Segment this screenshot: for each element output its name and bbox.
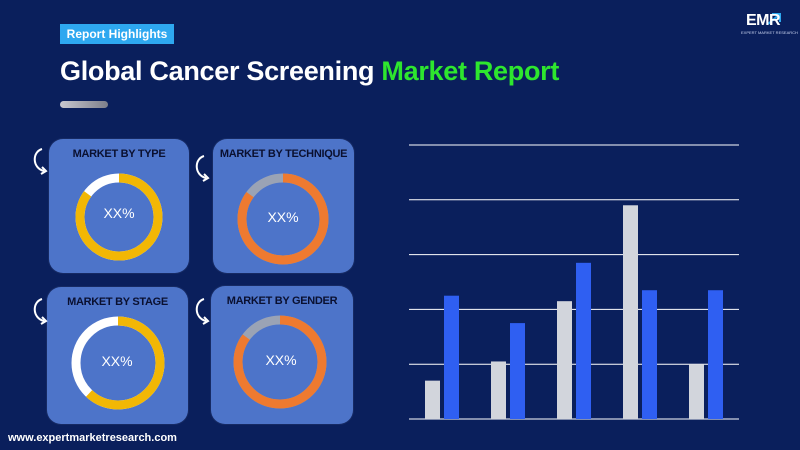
bar-series-1 (491, 361, 506, 419)
segment-label: MARKET BY TECHNIQUE (219, 148, 348, 160)
bar-series-1 (623, 205, 638, 419)
title-main: Global Cancer Screening (60, 56, 382, 86)
donut-chart (237, 173, 329, 265)
segment-value: XX% (265, 352, 297, 368)
decorative-divider (60, 101, 108, 108)
curved-arrow-icon (195, 155, 210, 182)
segment-card-gender: MARKET BY GENDER XX% (211, 286, 353, 424)
bar-series-1 (557, 301, 572, 419)
emr-logo-icon (767, 13, 781, 25)
segment-value: XX% (103, 205, 135, 221)
segment-card-type: MARKET BY TYPE XX% (49, 139, 189, 273)
segment-label: MARKET BY GENDER (226, 295, 338, 307)
bar-series-2 (708, 290, 723, 419)
segment-value: XX% (101, 353, 133, 369)
curved-arrow-icon (195, 298, 210, 325)
bar-series-2 (576, 262, 591, 419)
title-accent: Market Report (381, 56, 560, 86)
segment-label: MARKET BY STAGE (67, 296, 168, 308)
donut-chart (71, 316, 165, 410)
page-title: Global Cancer Screening Market Report (60, 56, 559, 87)
segment-value: XX% (267, 209, 299, 225)
website-url: www.expertmarketresearch.com (8, 432, 177, 444)
bar-series-2 (642, 290, 657, 419)
bar-series-1 (689, 364, 704, 419)
segment-card-stage: MARKET BY STAGE XX% (47, 287, 188, 424)
logo-subtitle: EXPERT MARKET RESEARCH (741, 30, 798, 35)
bar-series-1 (425, 380, 440, 419)
segment-card-technique: MARKET BY TECHNIQUE XX% (213, 139, 354, 273)
donut-chart (233, 315, 327, 409)
segment-label: MARKET BY TYPE (72, 148, 166, 160)
logo-text: EMR (746, 12, 781, 29)
curved-arrow-icon (33, 298, 48, 325)
bar-series-2 (444, 295, 459, 419)
report-highlights-badge: Report Highlights (60, 24, 174, 44)
bar-series-2 (510, 323, 525, 419)
curved-arrow-icon (33, 148, 48, 175)
donut-chart (75, 173, 163, 261)
